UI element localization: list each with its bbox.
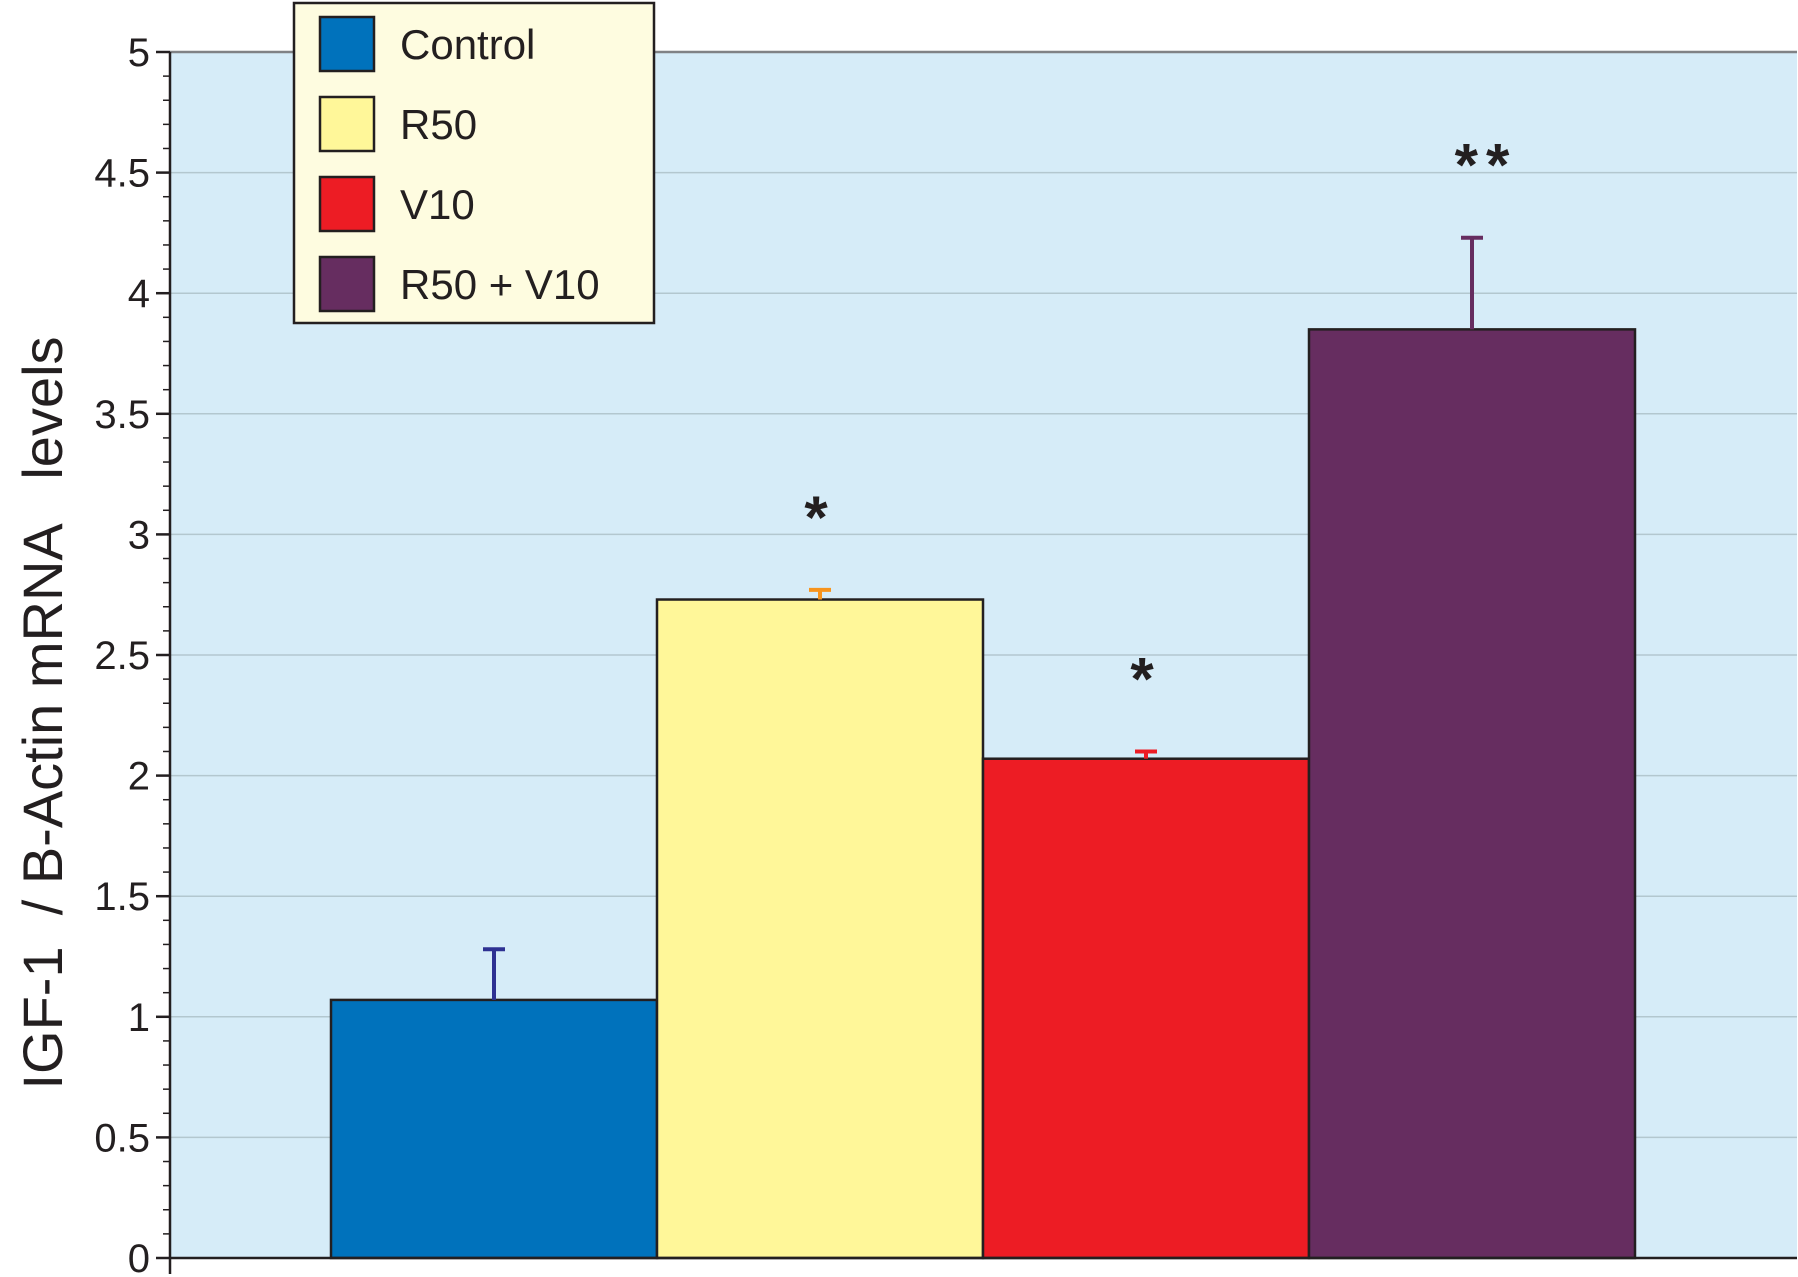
y-axis: 0 0.5 1 1.5 2 2.5 3 3.5 4 4.5 5 [94,31,1797,1277]
y-tick-label: 1 [128,996,150,1040]
y-tick-label: 3 [128,513,150,557]
y-axis-title: IGF-1 / B-Actin mRNA levels [11,336,74,1089]
bar-2 [655,598,985,1260]
y-tick-label: 4.5 [94,152,150,196]
legend-label-1: Control [400,21,535,68]
legend-label-4: R50 + V10 [400,261,600,308]
y-tick-label: 2 [128,755,150,799]
y-tick-label: 0 [128,1237,150,1277]
significance-mark-2: * [804,484,835,551]
legend-swatch-1 [318,15,376,73]
y-tick-label: 4 [128,272,150,316]
bar-4 [1307,328,1637,1260]
y-tick-label: 1.5 [94,875,150,919]
significance-mark-4: ** [1455,132,1518,199]
legend-label-2: R50 [400,101,477,148]
y-tick-label: 2.5 [94,634,150,678]
y-tick-label: 5 [128,31,150,75]
legend-swatch-4 [318,255,376,313]
legend-swatch-2 [318,95,376,153]
legend-label-3: V10 [400,181,475,228]
y-tick-label: 0.5 [94,1116,150,1160]
bar-1 [329,998,659,1260]
legend-swatch-3 [318,175,376,233]
significance-mark-3: * [1130,645,1161,712]
bar-3 [981,757,1311,1260]
y-tick-label: 3.5 [94,393,150,437]
legend: Control R50 V10 R50 + V10 [292,1,656,325]
bars: **** [329,132,1637,1260]
